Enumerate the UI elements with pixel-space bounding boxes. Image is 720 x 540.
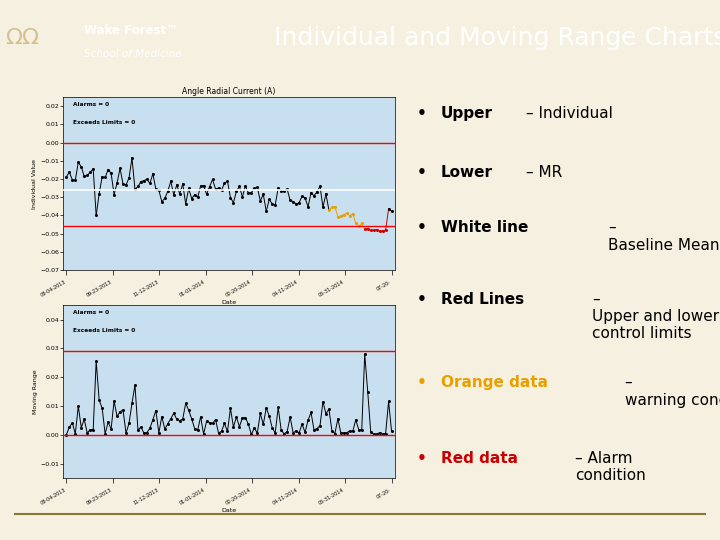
Text: Orange data: Orange data [441, 375, 548, 390]
Text: –
Upper and lower
control limits: – Upper and lower control limits [592, 292, 719, 341]
Text: •: • [417, 375, 427, 390]
Text: White line: White line [441, 220, 528, 235]
Text: •: • [417, 220, 427, 235]
Text: Red data: Red data [441, 450, 518, 465]
Text: – Alarm
condition: – Alarm condition [575, 450, 646, 483]
Text: Wake Forest™: Wake Forest™ [84, 24, 178, 37]
Text: Exceeds Limits = 0: Exceeds Limits = 0 [73, 120, 135, 125]
Text: •: • [417, 292, 427, 307]
Text: Individual and Moving Range Charts: Individual and Moving Range Charts [274, 25, 720, 50]
Y-axis label: Individual Value: Individual Value [32, 159, 37, 208]
Text: – MR: – MR [526, 165, 562, 180]
Text: Upper: Upper [441, 106, 493, 121]
Text: –
warning condition: – warning condition [625, 375, 720, 408]
X-axis label: Date: Date [221, 508, 237, 512]
Text: •: • [417, 106, 427, 121]
Text: Red Lines: Red Lines [441, 292, 524, 307]
X-axis label: Date: Date [221, 300, 237, 305]
Title: Angle Radial Current (A): Angle Radial Current (A) [182, 87, 276, 97]
Text: •: • [417, 165, 427, 180]
Text: – Individual: – Individual [526, 106, 613, 121]
Text: School of Medicine: School of Medicine [84, 49, 182, 59]
Text: –
Baseline Mean: – Baseline Mean [608, 220, 720, 253]
Text: Alarms = 0: Alarms = 0 [73, 310, 109, 315]
Text: Alarms = 0: Alarms = 0 [73, 103, 109, 107]
Text: ΩΩ: ΩΩ [6, 28, 40, 48]
Text: Exceeds Limits = 0: Exceeds Limits = 0 [73, 328, 135, 333]
Text: Lower: Lower [441, 165, 493, 180]
Text: •: • [417, 450, 427, 465]
Y-axis label: Moving Range: Moving Range [32, 369, 37, 414]
